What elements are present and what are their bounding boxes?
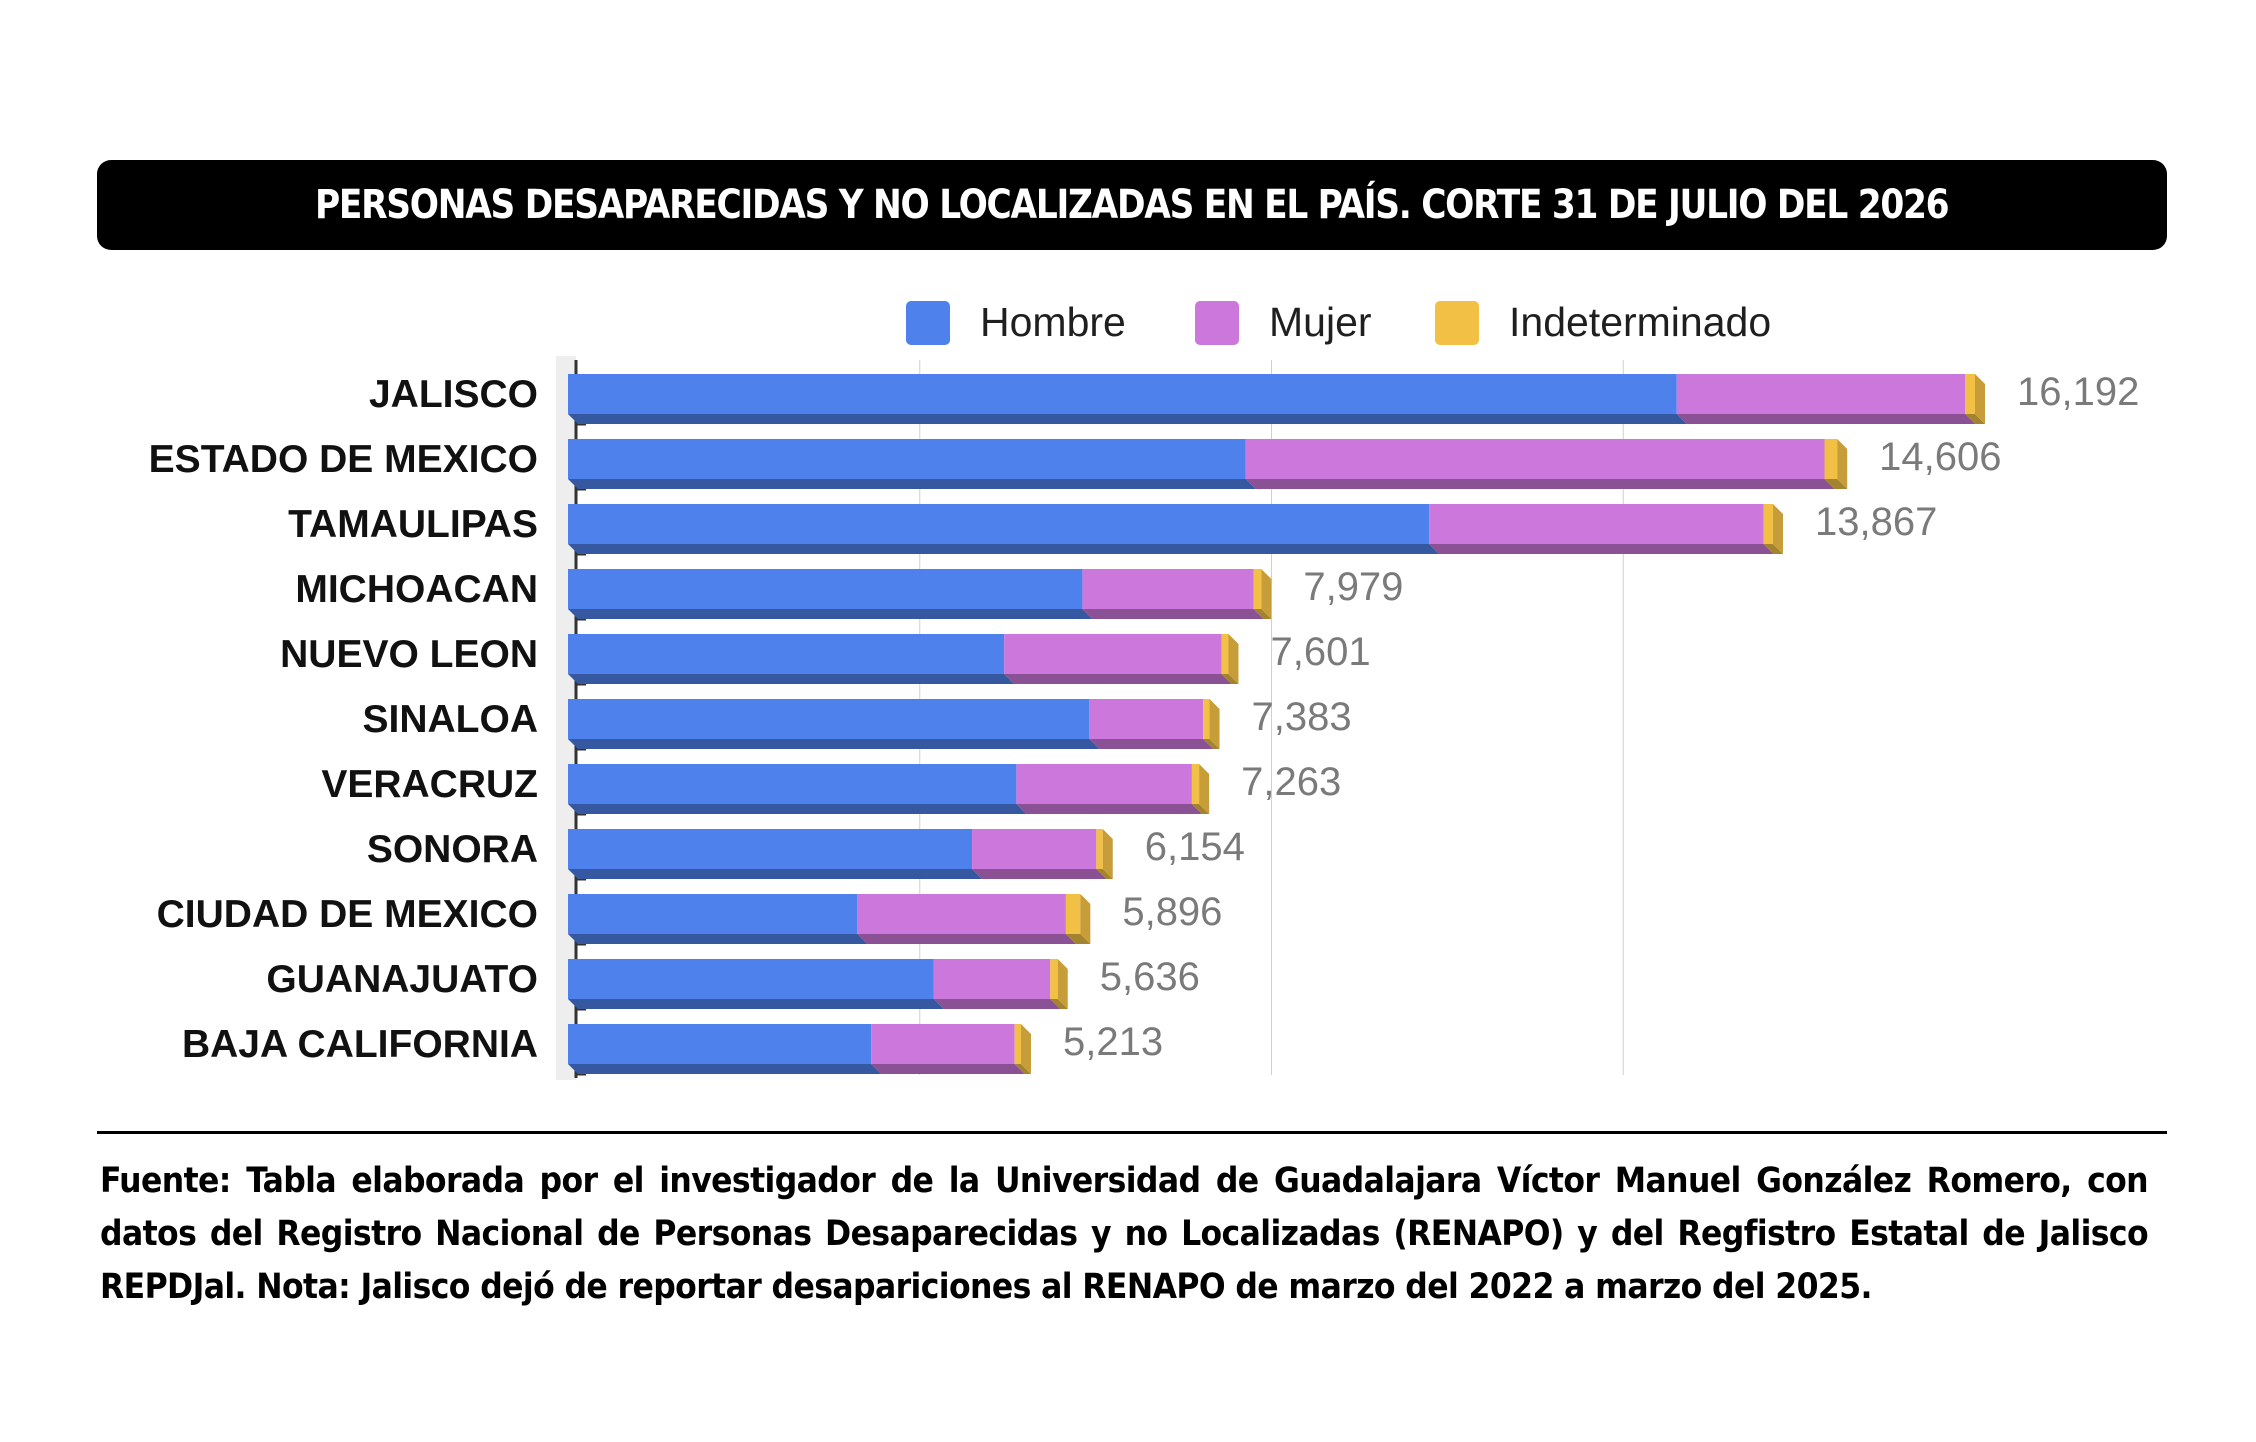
legend-label: Hombre bbox=[980, 299, 1126, 345]
legend-item-mujer: Mujer bbox=[1195, 299, 1372, 345]
legend-swatch bbox=[1435, 301, 1479, 345]
bar-hombre-4 bbox=[568, 569, 1093, 619]
bar-hombre-1 bbox=[568, 374, 1687, 424]
legend: Hombre Mujer Indeterminado bbox=[906, 299, 1771, 345]
total-label: 5,636 bbox=[1100, 955, 1200, 999]
total-label: 16,192 bbox=[2017, 370, 2139, 414]
bar-hombre-3 bbox=[568, 504, 1440, 554]
chart-title: PERSONAS DESAPARECIDAS Y NO LOCALIZADAS … bbox=[315, 182, 1950, 228]
bar-mujer-8 bbox=[972, 829, 1107, 879]
bar-mujer-10 bbox=[933, 959, 1061, 1009]
chart-title-bar: PERSONAS DESAPARECIDAS Y NO LOCALIZADAS … bbox=[97, 160, 2167, 250]
category-label: BAJA CALIFORNIA bbox=[182, 1023, 538, 1066]
bar-indeterminado-1 bbox=[1965, 374, 1985, 424]
bar-hombre-9 bbox=[568, 894, 868, 944]
bar-indeterminado-5 bbox=[1221, 634, 1239, 684]
bar-indeterminado-4 bbox=[1253, 569, 1272, 619]
category-label: VERACRUZ bbox=[321, 763, 538, 806]
total-label: 14,606 bbox=[1879, 435, 2001, 479]
category-label: CIUDAD DE MEXICO bbox=[157, 893, 538, 936]
bar-indeterminado-7 bbox=[1191, 764, 1210, 814]
source-divider bbox=[97, 1131, 2167, 1134]
total-label: 5,896 bbox=[1122, 890, 1222, 934]
total-label: 13,867 bbox=[1815, 500, 1937, 544]
category-label: TAMAULIPAS bbox=[288, 503, 538, 546]
bar-hombre-6 bbox=[568, 699, 1100, 749]
bar-indeterminado-11 bbox=[1014, 1024, 1031, 1074]
bar-mujer-9 bbox=[857, 894, 1076, 944]
total-label: 7,383 bbox=[1252, 695, 1352, 739]
category-label: SONORA bbox=[367, 828, 538, 871]
bar-hombre-10 bbox=[568, 959, 944, 1009]
bar-hombre-5 bbox=[568, 634, 1015, 684]
category-label: SINALOA bbox=[363, 698, 539, 741]
category-label: ESTADO DE MEXICO bbox=[149, 438, 538, 481]
category-label: MICHOACAN bbox=[295, 568, 538, 611]
bar-hombre-11 bbox=[568, 1024, 882, 1074]
bar-mujer-6 bbox=[1089, 699, 1214, 749]
bar-indeterminado-6 bbox=[1203, 699, 1220, 749]
legend-label: Mujer bbox=[1269, 299, 1372, 345]
legend-item-hombre: Hombre bbox=[906, 299, 1126, 345]
source-note: Fuente: Tabla elaborada por el investiga… bbox=[100, 1161, 2149, 1307]
total-label: 7,263 bbox=[1241, 760, 1341, 804]
bar-mujer-7 bbox=[1016, 764, 1202, 814]
bar-mujer-4 bbox=[1082, 569, 1264, 619]
bar-indeterminado-3 bbox=[1763, 504, 1783, 554]
bar-indeterminado-10 bbox=[1050, 959, 1068, 1009]
category-label: JALISCO bbox=[369, 373, 538, 416]
total-label: 7,979 bbox=[1303, 565, 1403, 609]
bar-hombre-7 bbox=[568, 764, 1027, 814]
legend-swatch bbox=[906, 301, 950, 345]
bar-indeterminado-8 bbox=[1096, 829, 1113, 879]
bar-mujer-11 bbox=[871, 1024, 1025, 1074]
category-labels: JALISCO ESTADO DE MEXICO TAMAULIPAS MICHOAC… bbox=[149, 373, 538, 1066]
bars bbox=[568, 374, 1985, 1074]
legend-label: Indeterminado bbox=[1509, 299, 1771, 345]
bar-hombre-2 bbox=[568, 439, 1256, 489]
bar-mujer-1 bbox=[1676, 374, 1976, 424]
total-label: 6,154 bbox=[1145, 825, 1245, 869]
bar-mujer-3 bbox=[1429, 504, 1774, 554]
category-label: GUANAJUATO bbox=[266, 958, 538, 1001]
bar-mujer-5 bbox=[1004, 634, 1232, 684]
bar-mujer-2 bbox=[1245, 439, 1835, 489]
value-labels: 16,192 14,606 13,867 7,979 7,601 7,383 7,263 6,… bbox=[1063, 370, 2139, 1064]
category-label: NUEVO LEON bbox=[280, 633, 538, 676]
bar-indeterminado-2 bbox=[1824, 439, 1848, 489]
legend-swatch bbox=[1195, 301, 1239, 345]
total-label: 5,213 bbox=[1063, 1020, 1163, 1064]
bar-hombre-8 bbox=[568, 829, 983, 879]
legend-item-indeterminado: Indeterminado bbox=[1435, 299, 1771, 345]
total-label: 7,601 bbox=[1270, 630, 1370, 674]
bar-indeterminado-9 bbox=[1065, 894, 1091, 944]
